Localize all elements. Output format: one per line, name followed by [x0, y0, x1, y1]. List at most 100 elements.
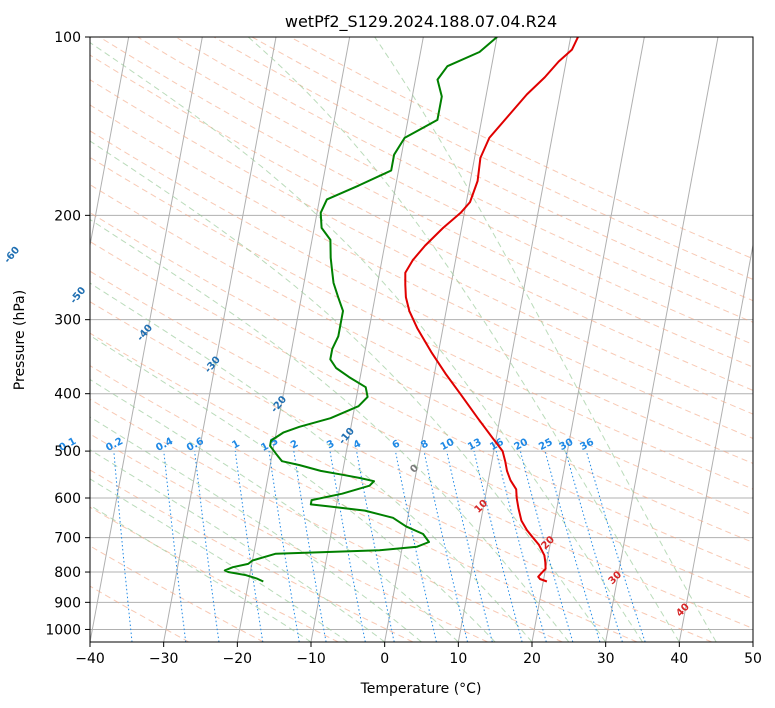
moist-adiabat-line: [90, 140, 607, 642]
x-tick-label: 30: [597, 651, 615, 667]
dry-adiabat-line: [90, 156, 753, 490]
dry-adiabats: [90, 37, 753, 642]
y-axis-ticks: 100 200 300 400 500 600 700 800 900 1000: [45, 30, 90, 638]
mixing-ratio-label: 4: [352, 438, 363, 451]
dry-adiabat-line: [90, 54, 753, 391]
dry-adiabat-line: [137, 37, 753, 345]
dry-adiabat-line: [90, 433, 488, 642]
moist-adiabat-line: [90, 378, 459, 642]
y-tick-label: 100: [54, 30, 81, 46]
mixing-ratio-line: [544, 450, 601, 642]
y-tick-label: 700: [54, 531, 81, 547]
mixing-ratio-label: 10: [439, 437, 456, 453]
x-tick-label: −40: [75, 651, 105, 667]
mixing-ratio-label: 36: [578, 437, 595, 453]
mixing-ratio-line: [268, 451, 300, 642]
x-tick-label: −10: [296, 651, 326, 667]
dry-adiabat-line: [90, 545, 264, 642]
isotherm-gridline: [163, 37, 277, 642]
isotherm-label: 40: [674, 602, 692, 620]
y-tick-label: 600: [54, 491, 81, 507]
dry-adiabat-line: [90, 104, 753, 439]
y-tick-label: 200: [54, 208, 81, 224]
temperature-profile-line: [404, 37, 579, 583]
x-tick-label: 0: [380, 651, 389, 667]
y-tick-label: 900: [54, 595, 81, 611]
mixing-ratio-line: [585, 450, 646, 642]
x-axis-ticks: −40 −30 −20 −10 0 10 20 30 40 50: [75, 642, 762, 667]
isotherm-gridline: [90, 37, 130, 248]
mixing-ratio-line: [356, 451, 395, 642]
line-labels: 0.10.20.40.611.52346810131620253036-100-…: [2, 245, 692, 620]
mixing-ratio-label: 1: [230, 438, 241, 451]
mixing-ratio-line: [446, 450, 493, 642]
isotherm-gridline: [752, 639, 753, 642]
moist-adiabat-line: [374, 37, 717, 642]
y-tick-label: 1000: [45, 622, 81, 638]
isotherm-gridline: [457, 37, 572, 642]
chart-grid: [90, 37, 753, 642]
moist-adiabat-line: [90, 41, 643, 642]
dry-adiabat-line: [90, 365, 638, 642]
mixing-ratio-line: [565, 450, 623, 642]
isotherm-gridline: [605, 37, 719, 642]
mixing-ratio-line: [163, 451, 187, 642]
y-axis-title: Pressure (hPa): [12, 290, 28, 390]
dry-adiabat-line: [90, 270, 753, 600]
mixing-ratio-line: [329, 451, 366, 642]
dry-adiabat-line: [90, 79, 753, 415]
isotherm-gridline: [531, 37, 645, 642]
mixing-ratio-lines: [113, 450, 646, 642]
dry-adiabat-line: [90, 332, 712, 642]
moist-adiabat-line: [90, 218, 570, 642]
y-tick-label: 800: [54, 565, 81, 581]
x-tick-label: 20: [523, 651, 541, 667]
mixing-ratio-line: [234, 451, 264, 642]
y-tick-label: 300: [54, 313, 81, 329]
isotherm-gridline: [678, 242, 753, 642]
mixing-ratio-line: [194, 451, 220, 642]
dry-adiabat-line: [90, 398, 563, 642]
mixing-ratio-label: 8: [419, 438, 430, 451]
mixing-ratio-line: [113, 451, 133, 642]
isotherm-label: -50: [68, 285, 88, 306]
moist-adiabat-line: [90, 449, 385, 642]
dry-adiabat-line: [90, 585, 190, 642]
isotherm-label: -60: [2, 245, 22, 266]
mixing-ratio-label: 30: [558, 437, 575, 453]
isotherm-gridline: [236, 37, 351, 642]
mixing-ratio-line: [495, 450, 547, 642]
dry-adiabat-line: [90, 130, 753, 464]
x-axis-title: Temperature (°C): [360, 681, 482, 697]
moist-adiabat-line: [90, 504, 312, 642]
isotherm-label: 0: [408, 463, 421, 476]
plot-frame: [89, 36, 754, 643]
moist-adiabat-line: [90, 334, 496, 642]
mixing-ratio-line: [394, 450, 437, 642]
moist-adiabat-line: [247, 37, 680, 642]
moist-adiabat-line: [90, 478, 349, 642]
dry-adiabat-line: [99, 37, 753, 368]
y-tick-label: 500: [54, 444, 81, 460]
mixing-ratio-line: [293, 451, 327, 642]
isotherm-label: -20: [269, 394, 289, 415]
isotherm-gridline: [90, 37, 203, 642]
dry-adiabat-line: [90, 212, 753, 543]
mixing-ratio-line: [473, 450, 523, 642]
moist-adiabats: [90, 37, 717, 642]
mixing-ratio-line: [423, 450, 468, 642]
isotherm-gridline: [384, 37, 498, 642]
dry-adiabat-line: [90, 301, 753, 630]
x-tick-label: 40: [670, 651, 688, 667]
dry-adiabat-line: [90, 506, 339, 642]
x-tick-label: 10: [449, 651, 467, 667]
sounding-series: [223, 37, 579, 583]
x-tick-label: 50: [744, 651, 762, 667]
moist-adiabat-line: [90, 282, 533, 642]
mixing-ratio-label: 6: [391, 438, 402, 451]
dewpoint-profile-line: [223, 37, 498, 583]
x-tick-label: −30: [149, 651, 179, 667]
mixing-ratio-line: [519, 450, 574, 642]
mixing-ratio-label: 2: [289, 438, 300, 451]
